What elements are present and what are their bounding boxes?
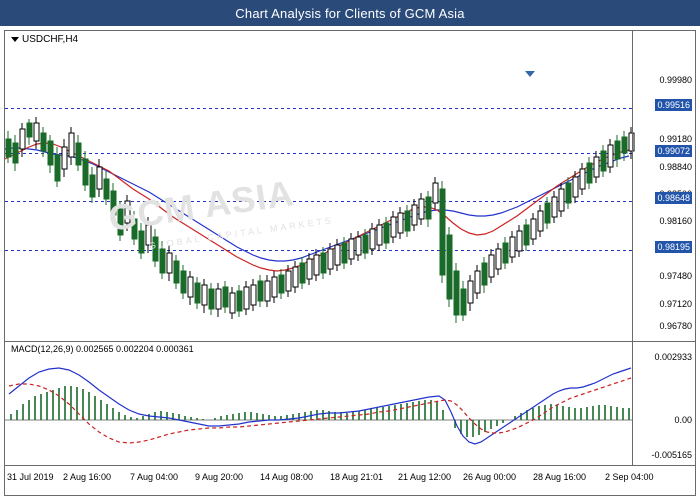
price-chart-svg — [5, 108, 635, 323]
collapse-arrow-icon[interactable] — [11, 36, 19, 42]
macd-axis-tick: -0.005165 — [651, 450, 692, 460]
time-axis-tick: 26 Aug 00:00 — [463, 472, 517, 482]
time-axis-tick: 18 Aug 21:01 — [330, 472, 384, 482]
time-axis-tick: 9 Aug 20:00 — [195, 472, 244, 482]
chart-frame: USDCHF,H4 — [4, 30, 696, 496]
macd-histogram — [10, 386, 630, 437]
price-axis-separator — [632, 31, 633, 465]
time-axis-tick: 28 Aug 16:00 — [533, 472, 587, 482]
macd-axis-tick: 0.002933 — [654, 352, 692, 362]
price-level-tag[interactable]: 0.98648 — [655, 192, 692, 204]
price-axis-tick: 0.96780 — [659, 321, 692, 331]
price-axis-tick: 0.99980 — [659, 75, 692, 85]
page-title: Chart Analysis for Clients of GCM Asia — [235, 5, 465, 21]
pane-collapse-icon[interactable] — [525, 71, 535, 77]
time-axis-tick: 7 Aug 04:00 — [130, 472, 179, 482]
candlestick-series — [5, 117, 635, 323]
level-lines — [5, 108, 632, 251]
ma-slow-line — [5, 147, 630, 262]
price-level-tag[interactable]: 0.98195 — [655, 241, 692, 253]
price-axis-tick: 0.99180 — [659, 134, 692, 144]
symbol-label-row[interactable]: USDCHF,H4 — [11, 34, 78, 45]
price-axis-tick: 0.98840 — [659, 162, 692, 172]
price-level-tag[interactable]: 0.99072 — [655, 145, 692, 157]
macd-axis-tick: 0.00 — [674, 415, 692, 425]
window-title-bar: Chart Analysis for Clients of GCM Asia — [0, 0, 700, 26]
time-axis-tick: 2 Aug 16:00 — [63, 472, 112, 482]
macd-pane[interactable]: MACD(12,26,9) 0.002565 0.002204 0.000361 — [5, 341, 695, 465]
symbol-label: USDCHF,H4 — [22, 34, 79, 45]
price-axis-tick: 0.98160 — [659, 216, 692, 226]
time-axis-tick: 2 Sep 04:00 — [605, 472, 654, 482]
price-axis-tick: 0.97120 — [659, 299, 692, 309]
time-axis-tick: 21 Aug 12:00 — [398, 472, 452, 482]
time-axis-tick: 14 Aug 08:00 — [260, 472, 314, 482]
macd-chart-svg — [5, 367, 632, 445]
macd-main-line — [8, 367, 632, 445]
price-pane[interactable]: USDCHF,H4 — [5, 31, 695, 340]
macd-signal-line — [8, 377, 632, 444]
macd-indicator-label: MACD(12,26,9) 0.002565 0.002204 0.000361 — [11, 344, 194, 354]
price-axis-tick: 0.97480 — [659, 271, 692, 281]
time-axis: 31 Jul 2019 2 Aug 16:00 7 Aug 04:00 9 Au… — [5, 465, 695, 496]
price-level-tag[interactable]: 0.99516 — [655, 99, 692, 111]
time-axis-tick: 31 Jul 2019 — [7, 472, 54, 482]
